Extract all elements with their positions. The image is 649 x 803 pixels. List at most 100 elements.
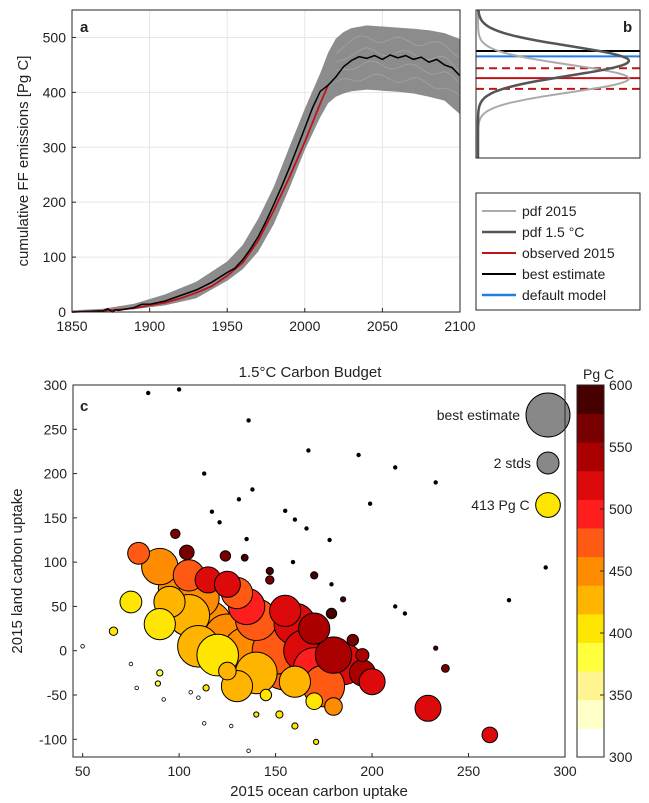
colorbar-ticks: 300 350 400 450 500 550 600 (600, 377, 633, 765)
bubble (291, 722, 299, 730)
size-legend-best-estimate (525, 392, 571, 438)
legend-box (475, 192, 641, 311)
bubble (179, 544, 195, 561)
bubble (265, 566, 274, 576)
panel-b: b (475, 9, 641, 159)
bubble (127, 541, 151, 565)
x-tick-label: 1850 (56, 318, 87, 334)
uncertainty-band (72, 25, 460, 313)
bubble (176, 387, 182, 392)
y-tick-label: -100 (39, 731, 67, 747)
bubble (145, 390, 151, 396)
bubble (283, 508, 288, 513)
y-tick-label: 250 (44, 421, 68, 437)
panel-b-background (476, 10, 640, 158)
bubble (356, 452, 361, 458)
bubble (246, 748, 251, 753)
panel-c-x-ticks: 50 100 150 200 250 300 (75, 753, 577, 779)
bubble (393, 604, 398, 609)
size-legend: best estimate 2 stds 413 Pg C (437, 392, 571, 518)
size-legend-label: best estimate (437, 407, 520, 423)
x-tick-label: 250 (457, 763, 481, 779)
colorbar-bin (577, 671, 604, 701)
bubble (201, 721, 207, 726)
colorbar-tick-label: 600 (609, 377, 633, 393)
colorbar-bin (577, 699, 604, 729)
bubble (217, 520, 222, 525)
legend: pdf 2015 pdf 1.5 °C observed 2015 best e… (475, 192, 641, 311)
bubble (313, 738, 320, 746)
bubble (228, 723, 234, 729)
colorbar-bin (577, 728, 604, 758)
y-tick-label: 200 (43, 194, 67, 210)
panel-c-frame (72, 384, 566, 758)
colorbar-bin (577, 613, 604, 643)
bubble (292, 517, 298, 522)
y-tick-label: 0 (59, 643, 67, 659)
bubble (240, 553, 249, 562)
bubble (202, 684, 210, 692)
ensemble-ripple (335, 35, 461, 58)
bubble (253, 711, 260, 718)
bubble (329, 582, 334, 587)
x-tick-label: 50 (75, 763, 91, 779)
ensemble-ripple (335, 60, 461, 85)
bubble (275, 710, 284, 719)
bubble (244, 536, 249, 542)
ensemble-ripple (335, 73, 461, 97)
bubble (481, 726, 499, 744)
bubble (218, 661, 237, 681)
x-tick-label: 300 (553, 763, 577, 779)
bubble (441, 664, 450, 673)
bubble (314, 636, 353, 674)
panel-b-frame (475, 9, 641, 159)
bubble (134, 685, 139, 691)
bubble (506, 598, 512, 603)
y-tick-label: 500 (43, 29, 67, 45)
panel-c-y-ticks: -100 -50 0 50 100 150 200 250 300 (39, 377, 77, 747)
bubble (196, 695, 201, 700)
observed-2015-line (71, 84, 329, 313)
bubble (188, 690, 193, 695)
legend-item-best-estimate: best estimate (482, 266, 605, 282)
legend-label: observed 2015 (522, 245, 615, 261)
pdf-1-5c-curve (476, 9, 631, 158)
bubble (108, 626, 119, 636)
bubble (325, 607, 338, 620)
legend-item-pdf-1-5c: pdf 1.5 °C (482, 224, 584, 240)
colorbar: Pg C 300 350 400 450 500 550 600 (576, 366, 633, 765)
colorbar-bin (577, 528, 604, 558)
panel-a: 1850 1900 1950 2000 2050 2100 0 100 200 300 400 50… (15, 9, 476, 334)
bubble (358, 668, 386, 696)
ensemble-ripple (335, 47, 461, 73)
panel-c-title: 1.5°C Carbon Budget (239, 364, 383, 381)
x-tick-label: 2100 (444, 318, 475, 334)
size-legend-observed (535, 492, 561, 518)
bubble (393, 465, 398, 470)
panel-c-x-axis-label: 2015 ocean carbon uptake (230, 783, 408, 800)
bubble (161, 697, 166, 702)
colorbar-tick-label: 400 (609, 625, 633, 641)
bubble (143, 608, 176, 641)
size-legend-label: 413 Pg C (471, 497, 529, 513)
bubble (433, 480, 438, 485)
bubble (305, 692, 324, 711)
panel-c-label: c (80, 398, 88, 415)
bubble (543, 565, 548, 570)
bubble (219, 550, 232, 562)
bubble (355, 648, 370, 663)
bubble (304, 526, 309, 531)
bubble (156, 669, 164, 677)
legend-label: default model (522, 287, 606, 303)
colorbar-bin (577, 385, 604, 415)
legend-item-default-model: default model (482, 287, 606, 303)
panel-a-y-axis-label: cumulative FF emissions [Pg C] (15, 56, 32, 267)
y-tick-label: 200 (44, 466, 68, 482)
y-tick-label: 100 (43, 249, 67, 265)
colorbar-bin (577, 413, 604, 443)
panel-a-y-ticks: 0 100 200 300 400 500 (43, 29, 76, 320)
legend-label: best estimate (522, 266, 605, 282)
panel-b-label: b (623, 19, 632, 36)
y-tick-label: 300 (43, 139, 67, 155)
